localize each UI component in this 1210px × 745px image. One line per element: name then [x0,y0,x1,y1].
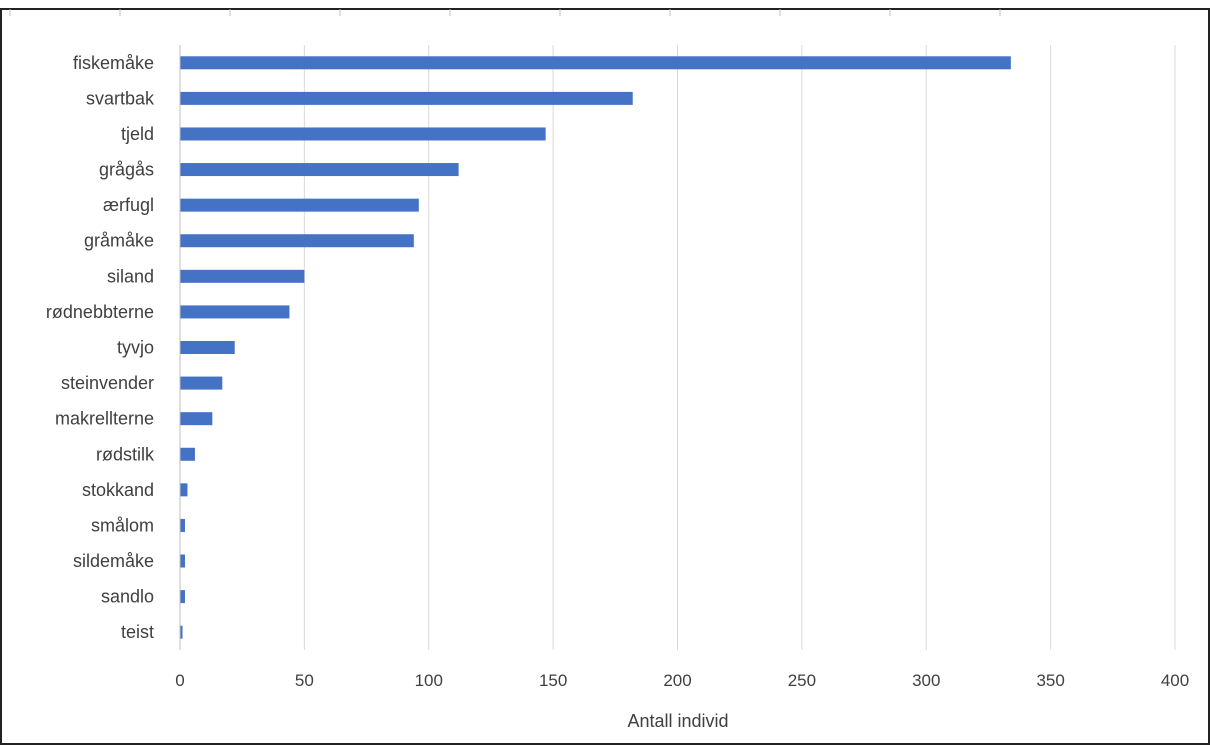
x-tick-label: 300 [912,671,940,690]
category-label: smålom [91,515,154,535]
bar [180,234,414,248]
bar [180,127,546,141]
bar [180,91,633,105]
category-label: tyvjo [117,338,154,358]
category-label: sandlo [101,587,154,607]
bar [180,376,223,390]
bar [180,198,419,212]
category-label: fiskemåke [73,53,154,73]
x-tick-label: 100 [415,671,443,690]
top-tick-marks [9,9,1001,16]
category-label: teist [121,622,154,642]
category-label: steinvender [61,373,154,393]
category-label: gråmåke [84,231,154,251]
x-tick-labels: 0 50 100 150 200 250 300 350 400 [175,671,1189,690]
bar [180,56,1011,70]
category-label: rødstilk [96,444,155,464]
bar [180,305,290,319]
category-labels: fiskemåke svartbak tjeld grågås ærfugl gråmåk… [46,53,155,642]
bar [180,518,185,532]
category-label: rødnebbterne [46,302,154,322]
x-tick-label: 250 [788,671,816,690]
bar [180,341,235,354]
category-label: makrellterne [55,409,154,429]
x-tick-label: 0 [175,671,184,690]
x-tick-label: 200 [663,671,691,690]
bars [180,56,1011,639]
gridlines [303,45,1176,650]
category-label: grågås [99,160,154,180]
bar [180,269,305,283]
bar [180,412,213,426]
x-tick-label: 400 [1161,671,1189,690]
category-label: svartbak [86,88,155,108]
category-label: siland [107,266,154,286]
category-label: tjeld [121,124,154,144]
bar [180,483,188,497]
bar [180,163,459,177]
x-tick-label: 50 [295,671,314,690]
bar [180,447,195,461]
x-axis-title: Antall individ [627,711,728,731]
category-label: sildemåke [73,551,154,571]
category-label: ærfugl [103,195,154,215]
chart-border [0,8,1210,745]
category-label: stokkand [82,480,154,500]
bar [180,590,185,604]
x-tick-label: 350 [1036,671,1064,690]
x-tick-label: 150 [539,671,567,690]
bar [180,554,185,568]
bar [180,625,183,639]
